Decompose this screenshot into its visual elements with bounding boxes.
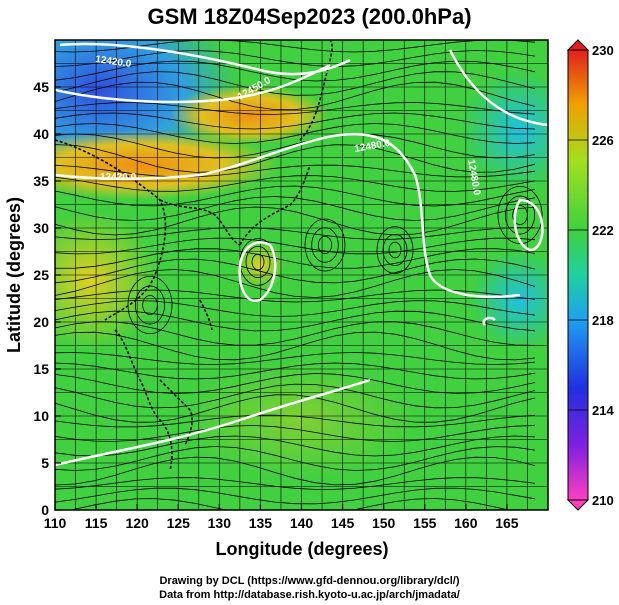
y-tick-label: 35 (33, 173, 49, 189)
x-tick-label: 150 (372, 515, 396, 531)
y-tick-labels: 0 5 10 15 20 25 30 35 40 45 (33, 79, 61, 518)
streamline (55, 60, 536, 82)
colorbar: 230 226 222 218 214 210 (566, 39, 614, 511)
y-tick-label: 30 (33, 220, 49, 236)
y-tick-label: 25 (33, 267, 49, 283)
streamline (55, 487, 536, 505)
streamline (55, 196, 536, 221)
x-axis-title: Longitude (degrees) (215, 539, 388, 559)
x-tick-label: 125 (167, 515, 191, 531)
y-tick-label: 45 (33, 79, 49, 95)
streamline-vortex (251, 253, 265, 271)
streamline-vortex (317, 235, 333, 255)
y-tick-label: 10 (33, 408, 49, 424)
colorbar-label: 226 (592, 133, 614, 148)
x-tick-label: 110 (44, 515, 67, 531)
streamline (55, 394, 536, 423)
x-tick-label: 160 (454, 515, 478, 531)
streamline (55, 133, 536, 159)
x-tick-labels: 110 115 120 125 130 135 140 145 150 155 160 165 (44, 504, 519, 531)
streamline (55, 71, 536, 96)
streamline-vortex (311, 227, 339, 263)
streamline-vortex (142, 295, 158, 315)
streamline (55, 446, 536, 471)
streamline (55, 414, 536, 428)
streamline (55, 185, 536, 207)
streamline-vortex (245, 245, 271, 278)
x-tick-label: 120 (125, 515, 149, 531)
streamline-vortex (504, 195, 536, 235)
streamline (55, 144, 536, 173)
streamline (55, 321, 536, 346)
streamline (55, 435, 536, 457)
credit-data: Data from http://database.rish.kyoto-u.a… (159, 589, 460, 601)
streamline (55, 112, 536, 130)
colorbar-label: 210 (592, 493, 614, 508)
streamline (55, 269, 536, 298)
streamline (55, 206, 536, 236)
streamline-vortex (512, 205, 528, 225)
x-tick-label: 145 (331, 515, 355, 531)
streamline (55, 425, 536, 442)
x-tick-label: 165 (495, 515, 519, 531)
coastlines (55, 40, 333, 471)
streamline (55, 456, 536, 486)
credit-drawing: Drawing by DCL (https://www.gfd-dennou.o… (159, 575, 460, 587)
streamline (55, 373, 536, 394)
y-tick-label: 15 (33, 361, 49, 377)
x-tick-label: 135 (249, 515, 273, 531)
contour-label: 12420.0 (100, 172, 137, 183)
colorbar-label: 214 (592, 403, 614, 418)
streamline-vortex (376, 226, 414, 274)
streamline (55, 383, 536, 409)
streamline (55, 300, 536, 317)
y-tick-label: 40 (33, 126, 49, 142)
streamline (55, 175, 536, 192)
x-tick-label: 140 (290, 515, 314, 531)
y-tick-label: 0 (41, 502, 49, 518)
streamline (55, 123, 536, 144)
y-axis-title: Latitude (degrees) (4, 197, 24, 353)
chart-title: GSM 18Z04Sep2023 (200.0hPa) (147, 4, 472, 29)
streamline (55, 362, 536, 380)
streamline-vortex (388, 241, 402, 259)
y-tick-label: 5 (41, 455, 49, 471)
x-tick-label: 155 (413, 515, 437, 531)
wind-streamlines (55, 40, 543, 510)
streamline (55, 258, 536, 284)
streamline (55, 498, 511, 510)
colorbar-label: 222 (592, 223, 614, 238)
streamline (55, 352, 536, 365)
streamline (55, 227, 536, 240)
streamline-vortex (382, 233, 408, 266)
streamline (55, 40, 536, 53)
streamline (55, 237, 536, 255)
map-grid (55, 40, 548, 510)
height-contours (55, 42, 548, 467)
streamline (55, 477, 536, 490)
streamline (55, 248, 536, 269)
x-tick-label: 130 (208, 515, 232, 531)
contour-label: 12420.0 (95, 54, 133, 70)
y-tick-label: 20 (33, 314, 49, 330)
streamline (55, 331, 536, 361)
streamline (55, 164, 536, 178)
streamline-vortex (304, 218, 346, 272)
streamline (55, 81, 536, 111)
streamline (55, 102, 536, 115)
colorbar-labels: 230 226 222 218 214 210 (568, 43, 614, 508)
streamline-vortex (127, 275, 173, 334)
colorbar-label: 218 (592, 313, 614, 328)
colorbar-label: 230 (592, 43, 614, 58)
x-tick-label: 115 (85, 515, 108, 531)
temperature-field (55, 40, 548, 510)
